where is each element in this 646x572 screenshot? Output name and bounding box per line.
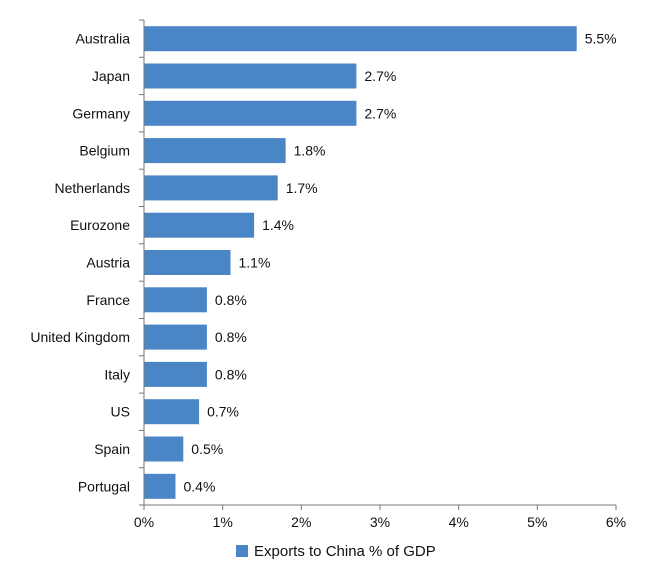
- x-tick-label: 6%: [606, 514, 626, 530]
- category-label: Netherlands: [55, 180, 131, 196]
- data-label: 1.8%: [294, 143, 326, 159]
- category-label: Germany: [72, 105, 130, 121]
- bar-us: [144, 399, 200, 425]
- category-label: Australia: [76, 31, 131, 47]
- data-label: 1.4%: [262, 217, 294, 233]
- data-label: 2.7%: [364, 68, 396, 84]
- data-label: 0.4%: [184, 478, 216, 494]
- category-label: France: [86, 292, 130, 308]
- bar-united-kingdom: [144, 324, 207, 350]
- category-label: Japan: [92, 68, 130, 84]
- data-label: 1.1%: [239, 255, 271, 271]
- category-label: Italy: [104, 366, 130, 382]
- data-label: 0.8%: [215, 366, 247, 382]
- x-tick-label: 3%: [370, 514, 390, 530]
- category-label: Austria: [86, 255, 130, 271]
- legend-swatch: [236, 545, 248, 557]
- bar-belgium: [144, 138, 286, 164]
- category-label: Eurozone: [70, 217, 130, 233]
- data-label: 0.7%: [207, 404, 239, 420]
- legend-label: Exports to China % of GDP: [254, 543, 436, 560]
- category-label: Portugal: [78, 478, 130, 494]
- data-label: 1.7%: [286, 180, 318, 196]
- x-tick-label: 5%: [527, 514, 547, 530]
- bar-japan: [144, 63, 357, 89]
- category-label: Spain: [94, 441, 130, 457]
- legend: Exports to China % of GDP: [236, 543, 436, 560]
- axis-layer: Australia Japan Germany Belgium Netherlands E…: [30, 19, 626, 530]
- category-label: US: [111, 404, 130, 420]
- bar-italy: [144, 361, 207, 387]
- bar-spain: [144, 436, 184, 462]
- data-label: 5.5%: [585, 31, 617, 47]
- x-tick-label: 0%: [134, 514, 154, 530]
- data-label: 0.5%: [191, 441, 223, 457]
- x-tick-label: 1%: [213, 514, 233, 530]
- x-tick-label: 4%: [449, 514, 469, 530]
- data-label: 0.8%: [215, 292, 247, 308]
- x-tick-label: 2%: [291, 514, 311, 530]
- bar-netherlands: [144, 175, 278, 201]
- bar-portugal: [144, 473, 176, 499]
- bar-austria: [144, 250, 231, 275]
- category-label: Belgium: [79, 143, 130, 159]
- data-label: 0.8%: [215, 329, 247, 345]
- data-label: 2.7%: [364, 105, 396, 121]
- bar-australia: [144, 26, 577, 52]
- bar-germany: [144, 100, 357, 126]
- bar-france: [144, 287, 207, 313]
- category-label: United Kingdom: [30, 329, 130, 345]
- bar-eurozone: [144, 212, 255, 238]
- bars-layer: 5.5% 2.7% 2.7% 1.8% 1.7% 1.4% 1.1% 0.8% 0.8% 0.8%…: [144, 26, 617, 499]
